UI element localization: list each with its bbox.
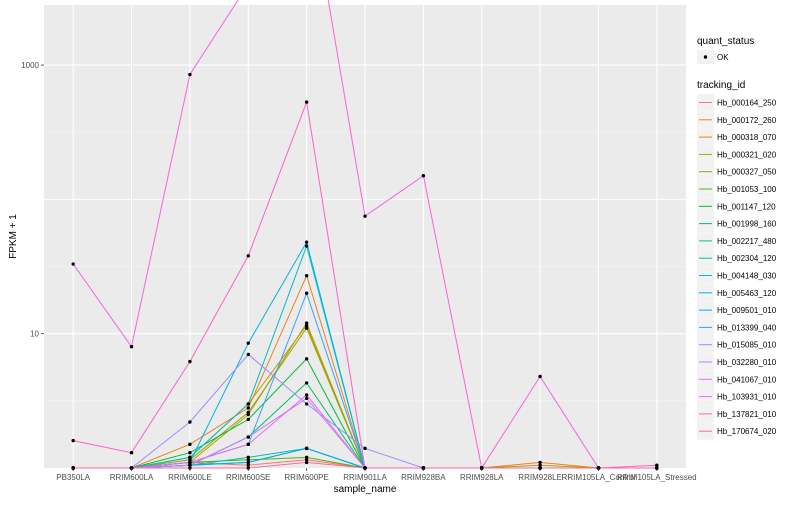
legend-series-label: Hb_001147_120	[717, 202, 776, 211]
data-point	[304, 321, 309, 325]
legend-series-label: Hb_015085_010	[717, 341, 777, 350]
data-point	[188, 455, 192, 460]
data-point	[304, 458, 309, 462]
data-point	[538, 460, 542, 465]
data-point	[188, 458, 192, 462]
data-point	[246, 442, 250, 447]
legend-series-label: Hb_000321_020	[717, 150, 777, 159]
legend-series-label: Hb_000318_070	[717, 133, 777, 142]
legend-series-label: Hb_170674_020	[717, 427, 777, 436]
y-tick-label: 10	[30, 330, 39, 339]
data-point	[246, 352, 250, 357]
legend-series-label: Hb_103931_010	[717, 393, 777, 402]
x-tick-label: RRIM105LA_Stressed	[617, 473, 697, 482]
x-tick-label: RRIM928LA	[460, 473, 504, 482]
data-point	[304, 402, 309, 406]
legend-series-label: Hb_000327_050	[717, 168, 777, 177]
legend-series-label: Hb_032280_010	[717, 358, 777, 367]
legend-series-label: Hb_041067_010	[717, 375, 777, 384]
legend-series-label: Hb_005463_120	[717, 289, 777, 298]
legend-series-label: Hb_001998_160	[717, 220, 777, 229]
data-point	[304, 240, 309, 244]
data-point	[246, 341, 250, 345]
x-tick-label: RRIM928LE	[518, 473, 562, 482]
data-point	[304, 291, 309, 295]
data-point	[71, 262, 75, 266]
data-point	[246, 435, 250, 439]
data-point	[246, 254, 250, 258]
x-tick-label: RRIM928BA	[401, 473, 446, 482]
legend-series-label: Hb_002304_120	[717, 254, 777, 263]
legend-series-label: Hb_002217_480	[717, 237, 777, 246]
data-point	[188, 442, 192, 447]
grid-lines	[44, 5, 686, 468]
data-point	[246, 460, 250, 465]
data-point	[304, 396, 309, 401]
data-point	[246, 458, 250, 462]
data-point	[304, 455, 309, 460]
data-point	[129, 345, 134, 349]
data-point	[304, 357, 309, 361]
data-point	[363, 214, 367, 218]
x-tick-label: PB350LA	[56, 473, 90, 482]
legend-title-tracking-id: tracking_id	[697, 80, 745, 91]
legend-series-label: Hb_000164_250	[717, 99, 777, 108]
x-axis-title: sample_name	[334, 484, 397, 495]
legend-series-label: Hb_009501_010	[717, 306, 777, 315]
data-point	[246, 463, 250, 467]
data-point	[129, 450, 134, 455]
data-point	[304, 460, 309, 465]
legend-series-label: Hb_000172_260	[717, 116, 777, 125]
data-point	[188, 420, 192, 424]
data-point	[304, 274, 309, 278]
legend-series-label: Hb_004148_030	[717, 272, 777, 281]
data-point	[538, 374, 542, 379]
data-point	[246, 402, 250, 406]
data-point	[363, 446, 367, 451]
data-point	[304, 326, 309, 330]
data-point	[304, 381, 309, 385]
data-point	[246, 455, 250, 460]
legend-series-label: Hb_013399_040	[717, 323, 777, 332]
legend-title-quant-status: quant_status	[697, 36, 754, 47]
data-point	[304, 446, 309, 451]
data-point	[188, 460, 192, 465]
data-point	[188, 72, 192, 77]
data-point	[188, 359, 192, 364]
x-tick-label: RRIM600PE	[284, 473, 328, 482]
legend: quant_status OK tracking_id Hb_000164_250 Hb…	[697, 36, 777, 440]
data-point	[421, 174, 426, 178]
x-tick-label: RRIM600LA	[110, 473, 154, 482]
data-point	[246, 417, 250, 422]
x-tick-label: RRIM901LA	[343, 473, 387, 482]
data-point	[304, 323, 309, 328]
data-point	[188, 463, 192, 467]
data-point	[304, 393, 309, 397]
x-tick-label: RRIM600SE	[226, 473, 270, 482]
y-axis-title: FPKM + 1	[8, 214, 19, 259]
data-point	[71, 438, 75, 443]
data-point	[304, 244, 309, 248]
data-point	[246, 410, 250, 414]
legend-series-label: Hb_137821_010	[717, 410, 777, 419]
legend-point-symbol	[703, 55, 708, 59]
data-point	[246, 406, 250, 410]
data-point	[655, 463, 659, 467]
legend-label-ok: OK	[717, 53, 729, 62]
data-point	[538, 463, 542, 467]
y-tick-label: 1000	[21, 61, 39, 70]
legend-series-label: Hb_001053_100	[717, 185, 777, 194]
x-tick-label: RRIM600LE	[168, 473, 212, 482]
data-point	[188, 450, 192, 455]
data-point	[304, 100, 309, 104]
x-tick-label: RRIM105LA_Control	[562, 473, 636, 482]
